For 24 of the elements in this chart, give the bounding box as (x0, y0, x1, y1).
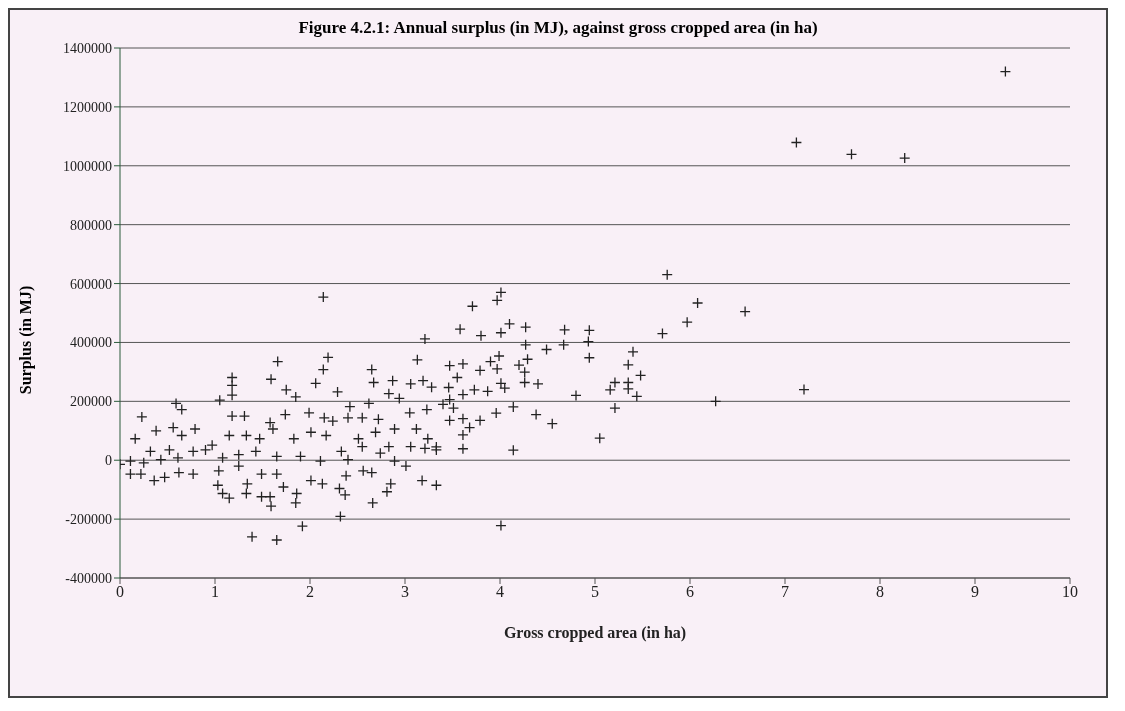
x-tick-label: 10 (1062, 583, 1078, 601)
y-tick-label: 800000 (70, 217, 112, 233)
x-tick-label: 8 (876, 583, 884, 601)
x-axis-title: Gross cropped area (in ha) (503, 624, 687, 642)
y-axis-title: Surplus (in MJ) (17, 285, 35, 395)
y-tick-label: 600000 (70, 276, 112, 292)
x-tick-label: 1 (211, 583, 219, 601)
x-tick-label: 4 (496, 583, 504, 601)
chart-title: Figure 4.2.1: Annual surplus (in MJ), against gross cropped area (in ha) (297, 17, 819, 38)
y-tick-label: 200000 (70, 394, 112, 410)
x-tick-label: 7 (781, 583, 789, 601)
y-tick-label: 1000000 (63, 158, 112, 174)
y-tick-label: -200000 (65, 512, 112, 528)
x-tick-label: 2 (306, 583, 314, 601)
x-tick-label: 0 (116, 583, 124, 601)
y-tick-label: -400000 (65, 570, 112, 586)
y-tick-label: 1400000 (63, 40, 112, 56)
y-tick-label: 0 (105, 453, 112, 469)
x-tick-label: 5 (591, 583, 599, 601)
x-tick-label: 9 (971, 583, 979, 601)
x-tick-label: 3 (401, 583, 409, 601)
y-tick-label: 1200000 (63, 99, 112, 115)
y-tick-label: 400000 (70, 335, 112, 351)
x-tick-label: 6 (686, 583, 694, 601)
